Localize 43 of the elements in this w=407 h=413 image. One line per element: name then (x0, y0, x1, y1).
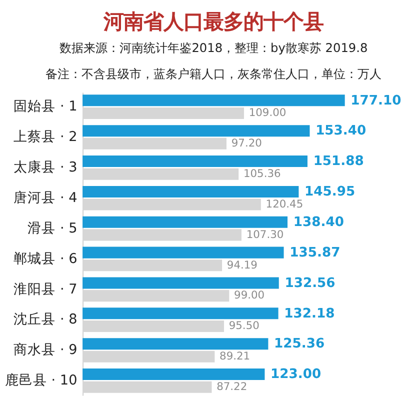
bar (82, 186, 299, 198)
data-label: 123.00 (270, 367, 322, 382)
data-label: 138.40 (293, 215, 344, 230)
data-label: 177.10 (350, 93, 402, 108)
y-tick-label: 商水县 · 9 (14, 342, 78, 358)
bar (82, 125, 310, 137)
data-label: 145.95 (304, 184, 356, 200)
y-tick-label: 沈丘县 · 8 (14, 312, 78, 328)
source-note: 数据来源：河南统计年鉴2018，整理：by散寒苏 2019.8 (60, 40, 368, 55)
y-tick-label: 滑县 · 5 (28, 220, 78, 236)
bar (82, 94, 345, 106)
data-label: 99.00 (234, 288, 265, 302)
data-label: 89.21 (220, 350, 250, 363)
data-label: 97.20 (231, 136, 262, 150)
bar (82, 277, 279, 289)
y-tick-label: 郸城县 · 6 (14, 250, 78, 267)
data-label: 95.50 (228, 319, 260, 332)
data-label: 105.36 (243, 167, 281, 180)
bar (82, 156, 308, 168)
bar (82, 216, 288, 228)
data-label: 132.56 (284, 276, 336, 291)
data-label: 132.18 (284, 306, 335, 322)
data-label: 94.19 (226, 258, 258, 272)
data-label: 153.40 (316, 124, 366, 139)
y-tick-label: 上蔡县 · 2 (14, 129, 78, 146)
bar (82, 246, 284, 258)
text: 备注：不含县级市，蓝条户籍人口，灰条常住人口，单位：万人 (46, 67, 382, 82)
y-tick-label: 固始县 · 1 (14, 98, 78, 115)
y-tick-label: 鹿邑县 · 10 (4, 372, 78, 389)
data-label: 125.36 (274, 336, 325, 352)
data-label: 151.88 (313, 154, 364, 170)
chart-title: 河南省人口最多的十个县 (102, 10, 324, 34)
data-label: 120.45 (266, 197, 304, 210)
data-label: 109.00 (248, 106, 286, 120)
y-tick-label: 唐河县 · 4 (14, 190, 78, 206)
bar (82, 338, 268, 350)
y-tick-label: 太康县 · 3 (14, 160, 78, 176)
data-label: 107.30 (246, 228, 284, 241)
data-label: 87.22 (216, 380, 248, 393)
y-tick-label: 淮阳县 · 7 (14, 281, 78, 298)
bar (82, 308, 278, 320)
bar (82, 368, 265, 380)
data-label: 135.87 (290, 245, 340, 260)
